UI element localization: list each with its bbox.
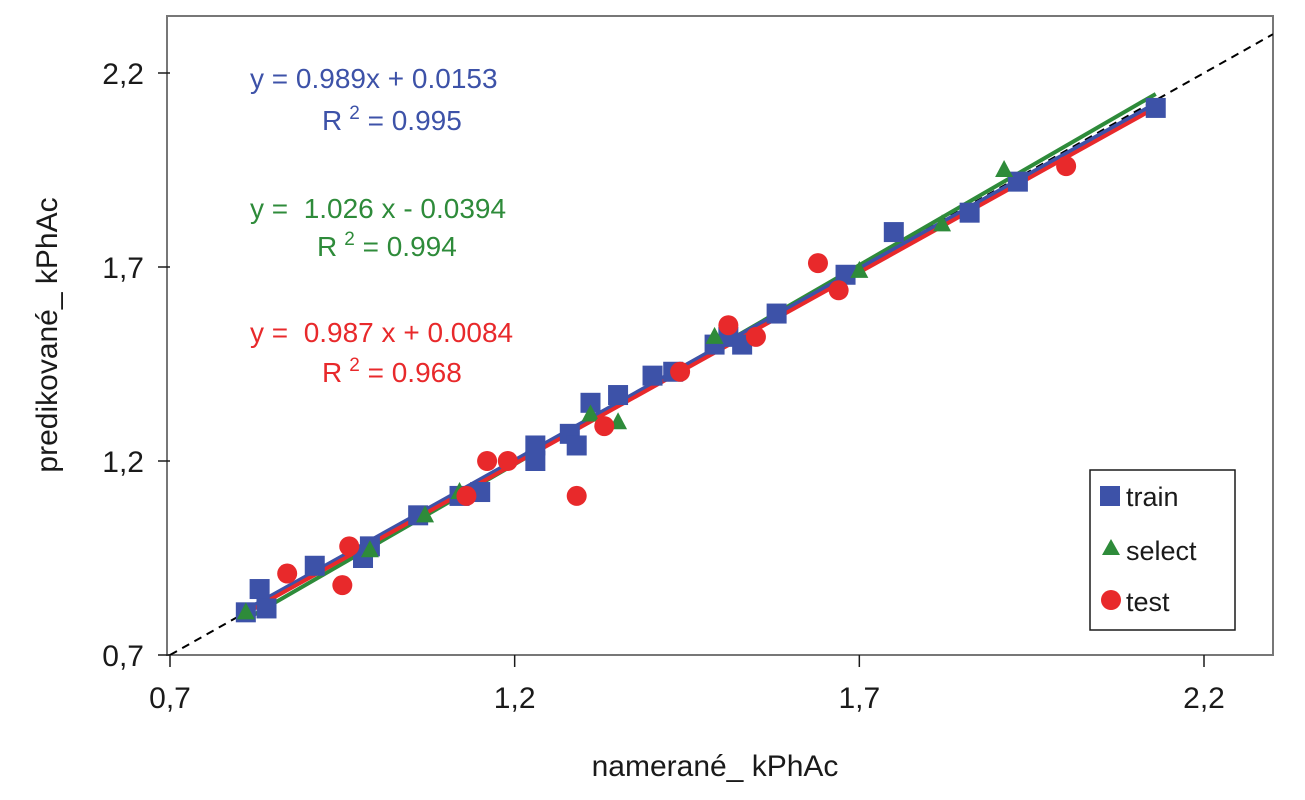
point-select (581, 404, 600, 422)
y-axis-title: predikované_ kPhAc (31, 197, 64, 472)
point-train (835, 264, 856, 285)
point-select (933, 214, 952, 232)
x-tick-label: 2,2 (1183, 682, 1225, 715)
point-select (850, 260, 869, 278)
r2-select-label: R (317, 231, 337, 262)
point-train (766, 303, 787, 324)
x-tick-label: 0,7 (149, 682, 191, 715)
equation-select: y = 1.026 x - 0.0394 (250, 193, 506, 224)
point-train (566, 435, 587, 456)
r2-train-sup: 2 (349, 103, 360, 124)
r2-select-value: = 0.994 (355, 231, 457, 262)
point-train (525, 451, 546, 471)
point-test (477, 451, 498, 471)
y-tick-label: 2,2 (102, 58, 144, 91)
y-tick-label: 1,2 (102, 446, 144, 479)
x-axis-title: namerané_ kPhAc (592, 750, 839, 783)
point-test (332, 575, 353, 596)
legend-marker-select (1102, 539, 1120, 555)
r2-train-value: = 0.995 (360, 105, 462, 136)
r2-test-value: = 0.968 (360, 357, 462, 388)
point-test (594, 416, 615, 437)
point-test (497, 451, 518, 471)
legend-label-test: test (1126, 587, 1170, 617)
point-train (959, 202, 980, 223)
point-test (456, 485, 477, 506)
point-train (642, 365, 663, 386)
y-tick-label: 1,7 (102, 252, 144, 285)
y-axis-ticks: 0,7 1,2 1,7 2,2 (102, 58, 170, 673)
fit-line-test (244, 105, 1157, 615)
point-test (277, 563, 298, 584)
point-train (1145, 97, 1166, 118)
data-points (235, 97, 1166, 623)
r2-train-label: R (322, 105, 342, 136)
x-axis-ticks: 0,7 1,2 1,7 2,2 (149, 655, 1225, 715)
point-train (883, 222, 904, 243)
legend-label-select: select (1126, 536, 1197, 566)
point-test (1056, 156, 1077, 177)
point-select (360, 540, 379, 558)
r2-select-sup: 2 (344, 229, 355, 250)
r2-test-sup: 2 (349, 355, 360, 376)
x-tick-label: 1,7 (838, 682, 880, 715)
fit-lines (244, 92, 1157, 622)
point-test (828, 280, 849, 301)
equation-test: y = 0.987 x + 0.0084 (250, 317, 513, 348)
point-test (745, 326, 766, 347)
point-select (236, 602, 255, 620)
point-test (670, 361, 691, 382)
point-train (525, 435, 546, 456)
point-train (249, 579, 270, 600)
point-train (256, 598, 277, 619)
r2-test-label: R (322, 357, 342, 388)
fit-line-train (244, 101, 1157, 612)
point-train (580, 392, 601, 413)
point-test (339, 536, 360, 557)
legend-marker-test (1101, 590, 1121, 610)
legend-marker-train (1100, 486, 1120, 506)
legend: train select test (1089, 469, 1236, 631)
equation-train: y = 0.989x + 0.0153 (250, 63, 498, 94)
point-train (608, 385, 629, 406)
point-train (304, 555, 325, 576)
point-test (566, 485, 587, 506)
point-select (995, 160, 1014, 177)
point-test (718, 315, 739, 336)
point-select (705, 326, 724, 344)
x-tick-label: 1,2 (494, 682, 536, 715)
y-tick-label: 0,7 (102, 640, 144, 673)
legend-label-train: train (1126, 482, 1179, 512)
point-select (416, 505, 435, 523)
point-test (807, 253, 828, 274)
